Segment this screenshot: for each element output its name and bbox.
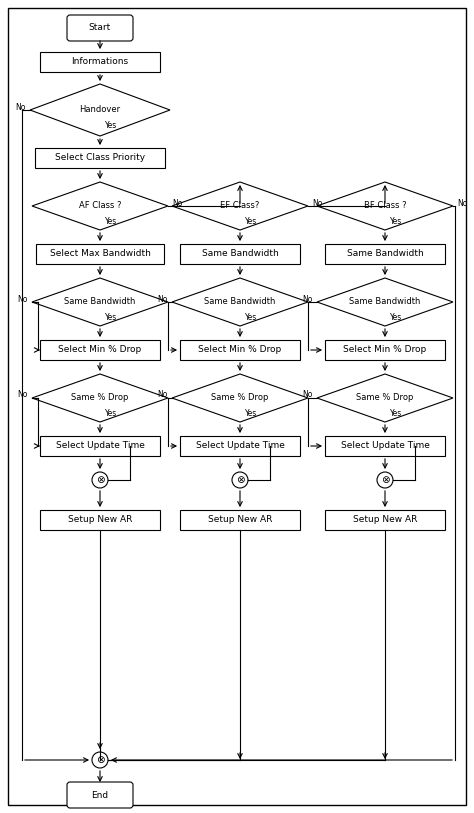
FancyBboxPatch shape xyxy=(325,436,445,456)
Polygon shape xyxy=(32,278,168,326)
Text: ⊗: ⊗ xyxy=(96,475,104,485)
Text: BF Class ?: BF Class ? xyxy=(364,202,406,211)
Text: No: No xyxy=(302,390,313,399)
Text: ⊗: ⊗ xyxy=(381,475,389,485)
Text: Select Update Time: Select Update Time xyxy=(55,441,145,450)
Text: Same Bandwidth: Same Bandwidth xyxy=(64,298,136,307)
Polygon shape xyxy=(317,278,453,326)
Text: Yes: Yes xyxy=(245,314,257,323)
Circle shape xyxy=(92,752,108,768)
Text: Same Bandwidth: Same Bandwidth xyxy=(349,298,421,307)
Text: No: No xyxy=(18,390,28,399)
Text: No: No xyxy=(158,390,168,399)
FancyBboxPatch shape xyxy=(8,8,466,805)
Text: Yes: Yes xyxy=(390,410,402,419)
Text: Same % Drop: Same % Drop xyxy=(71,393,128,402)
Text: Same Bandwidth: Same Bandwidth xyxy=(346,250,423,259)
FancyBboxPatch shape xyxy=(180,436,300,456)
FancyBboxPatch shape xyxy=(180,510,300,530)
Circle shape xyxy=(377,472,393,488)
Text: Yes: Yes xyxy=(390,314,402,323)
Text: Setup New AR: Setup New AR xyxy=(68,515,132,524)
Text: No: No xyxy=(16,103,26,112)
Text: Same Bandwidth: Same Bandwidth xyxy=(204,298,276,307)
Text: Same % Drop: Same % Drop xyxy=(211,393,269,402)
Text: Yes: Yes xyxy=(245,410,257,419)
Text: Same % Drop: Same % Drop xyxy=(356,393,414,402)
FancyBboxPatch shape xyxy=(36,244,164,264)
Text: Select Update Time: Select Update Time xyxy=(340,441,429,450)
Text: No: No xyxy=(18,294,28,303)
Text: End: End xyxy=(91,790,109,799)
Text: Select Min % Drop: Select Min % Drop xyxy=(199,346,282,354)
Polygon shape xyxy=(317,374,453,422)
Text: Yes: Yes xyxy=(105,410,117,419)
Text: AF Class ?: AF Class ? xyxy=(79,202,121,211)
Polygon shape xyxy=(172,374,308,422)
FancyBboxPatch shape xyxy=(325,244,445,264)
Text: ⊗: ⊗ xyxy=(236,475,245,485)
FancyBboxPatch shape xyxy=(40,340,160,360)
Circle shape xyxy=(232,472,248,488)
Polygon shape xyxy=(172,182,308,230)
Polygon shape xyxy=(32,374,168,422)
Text: Select Min % Drop: Select Min % Drop xyxy=(58,346,142,354)
Text: Informations: Informations xyxy=(72,58,128,67)
Text: Setup New AR: Setup New AR xyxy=(353,515,417,524)
Text: No: No xyxy=(312,198,322,207)
Text: No: No xyxy=(302,294,313,303)
Text: Yes: Yes xyxy=(105,218,117,227)
Text: No: No xyxy=(457,198,467,207)
Text: Select Min % Drop: Select Min % Drop xyxy=(343,346,427,354)
FancyBboxPatch shape xyxy=(40,52,160,72)
Polygon shape xyxy=(30,84,170,136)
FancyBboxPatch shape xyxy=(40,436,160,456)
Text: Select Class Priority: Select Class Priority xyxy=(55,154,145,163)
Text: Yes: Yes xyxy=(390,218,402,227)
FancyBboxPatch shape xyxy=(325,510,445,530)
Text: Handover: Handover xyxy=(80,106,120,115)
Polygon shape xyxy=(317,182,453,230)
Text: Same Bandwidth: Same Bandwidth xyxy=(201,250,278,259)
Polygon shape xyxy=(32,182,168,230)
FancyBboxPatch shape xyxy=(180,340,300,360)
Circle shape xyxy=(92,472,108,488)
FancyBboxPatch shape xyxy=(325,340,445,360)
Text: ⊗: ⊗ xyxy=(96,755,104,765)
Text: Yes: Yes xyxy=(245,218,257,227)
FancyBboxPatch shape xyxy=(35,148,165,168)
Text: No: No xyxy=(172,198,182,207)
FancyBboxPatch shape xyxy=(40,510,160,530)
FancyBboxPatch shape xyxy=(67,15,133,41)
Text: Select Update Time: Select Update Time xyxy=(196,441,284,450)
Polygon shape xyxy=(172,278,308,326)
Text: Start: Start xyxy=(89,24,111,33)
Text: Yes: Yes xyxy=(105,121,117,131)
Text: No: No xyxy=(158,294,168,303)
Text: Yes: Yes xyxy=(105,314,117,323)
FancyBboxPatch shape xyxy=(180,244,300,264)
Text: Select Max Bandwidth: Select Max Bandwidth xyxy=(50,250,150,259)
Text: EF Class?: EF Class? xyxy=(220,202,260,211)
FancyBboxPatch shape xyxy=(67,782,133,808)
Text: Setup New AR: Setup New AR xyxy=(208,515,272,524)
